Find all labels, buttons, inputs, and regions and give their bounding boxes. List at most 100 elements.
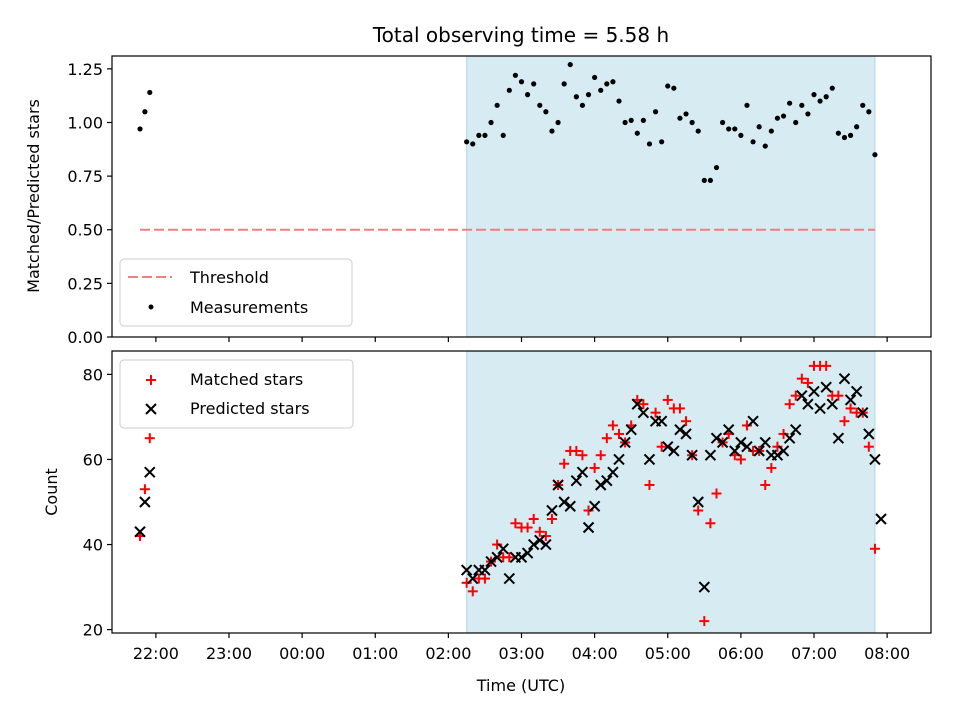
predicted-star-point <box>534 534 546 546</box>
predicted-star-point <box>753 445 765 457</box>
measurement-point <box>738 132 744 138</box>
matched-star-point <box>595 450 606 461</box>
measurement-point <box>726 126 732 132</box>
predicted-star-point <box>503 572 516 585</box>
measurement-point <box>549 128 555 134</box>
measurement-point <box>573 94 579 100</box>
measurement-point <box>531 81 537 87</box>
matched-star-point <box>766 462 777 473</box>
measurement-point <box>683 111 689 117</box>
predicted-star-point <box>588 500 601 512</box>
matched-star-point <box>802 377 813 388</box>
predicted-star-point <box>771 449 784 461</box>
measurement-point <box>616 98 622 104</box>
predicted-star-point <box>814 402 826 415</box>
x-tick-label: 05:00 <box>645 644 691 663</box>
predicted-star-point <box>741 440 753 453</box>
predicted-star-point <box>875 513 887 525</box>
measurement-point <box>579 102 586 108</box>
measurement-point <box>598 87 604 93</box>
matched-star-point <box>638 399 649 410</box>
matched-star-point <box>577 450 588 461</box>
measurement-point <box>713 164 720 171</box>
bottom-legend: Matched stars Predicted stars <box>119 359 354 429</box>
matched-star-point <box>784 399 795 410</box>
predicted-star-point <box>601 475 613 487</box>
predicted-star-point <box>662 440 674 453</box>
y-tick-label: 40 <box>83 536 103 555</box>
predicted-star-point <box>802 398 814 410</box>
measurement-point <box>659 139 665 145</box>
measurement-point <box>506 87 512 93</box>
predicted-star-point <box>540 538 552 551</box>
predicted-star-point <box>716 436 729 449</box>
predicted-star-point <box>595 479 607 491</box>
matched-star-point <box>760 479 771 490</box>
matched-star-point <box>461 577 472 588</box>
predicted-star-point <box>790 423 802 436</box>
measurement-point <box>561 81 567 87</box>
measurement-point <box>518 79 525 85</box>
count-panel: 20 40 60 80 22:00 23:00 00:00 01:00 02:00 03:00 0… <box>42 350 932 695</box>
matched-star-point <box>522 522 533 533</box>
measurement-point <box>780 113 787 119</box>
measurement-point <box>652 109 659 115</box>
measurement-point <box>604 81 610 87</box>
measurement-point <box>464 139 470 145</box>
star-count-points <box>134 360 887 627</box>
measurement-point <box>860 102 866 108</box>
legend-predicted-swatch <box>145 403 157 415</box>
measurement-point <box>482 132 488 138</box>
matched-star-point <box>869 543 880 554</box>
observing-window-shade-bottom <box>466 350 876 634</box>
matched-star-point <box>559 458 570 469</box>
predicted-star-point <box>655 415 668 427</box>
predicted-star-point <box>582 521 595 534</box>
matched-star-point <box>845 403 856 414</box>
matched-star-point <box>540 531 551 542</box>
y-tick-label: 0.00 <box>67 328 103 347</box>
measurement-point <box>841 134 848 141</box>
measurement-point <box>147 89 153 96</box>
predicted-star-point <box>497 543 509 555</box>
measurement-point <box>823 94 829 100</box>
x-tick-label: 08:00 <box>864 644 910 663</box>
predicted-star-point <box>674 423 686 436</box>
measurement-point <box>567 61 573 68</box>
predicted-star-point <box>844 394 857 406</box>
measurement-point <box>622 119 628 126</box>
predicted-star-point <box>564 500 576 512</box>
predicted-star-point <box>735 436 747 449</box>
matched-star-point <box>607 420 618 431</box>
measurement-point <box>774 115 781 121</box>
matched-star-point <box>662 394 673 405</box>
matched-star-point <box>735 454 746 465</box>
measurement-point <box>793 119 799 126</box>
predicted-star-point <box>777 445 790 457</box>
predicted-star-point <box>619 436 631 449</box>
predicted-star-point <box>838 372 851 385</box>
predicted-star-point <box>680 428 692 440</box>
matched-star-point <box>863 441 874 452</box>
y-tick-label: 80 <box>83 365 103 384</box>
measurement-point <box>707 177 714 184</box>
measurement-point <box>537 102 543 108</box>
matched-star-point <box>510 518 521 529</box>
matched-star-point <box>693 505 704 516</box>
measurement-points <box>137 61 878 184</box>
matched-star-point <box>139 484 150 495</box>
bottom-axes-frame <box>111 350 932 634</box>
matched-star-point <box>534 526 545 537</box>
x-tick-label: 23:00 <box>206 644 252 663</box>
predicted-star-point <box>808 385 820 398</box>
y-tick-label: 1.25 <box>67 60 103 79</box>
y-tick-label: 60 <box>83 450 103 469</box>
top-legend: Threshold Measurements <box>119 258 353 327</box>
measurement-point <box>835 130 841 136</box>
measurement-point <box>695 128 701 134</box>
legend-matched-label: Matched stars <box>190 370 303 389</box>
measurement-point <box>646 141 653 147</box>
predicted-star-point <box>729 445 741 457</box>
measurement-point <box>805 111 811 117</box>
matched-star-point <box>656 441 667 452</box>
